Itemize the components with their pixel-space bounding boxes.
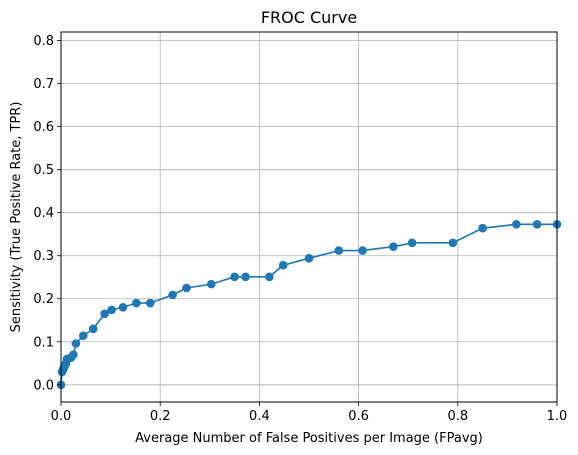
data-point	[448, 238, 458, 248]
data-point	[230, 272, 239, 282]
x-axis: 0.0 0.2 0.4 0.6 0.8 1.0	[51, 402, 568, 424]
data-point	[241, 272, 250, 282]
y-axis-label: Sensitivity (True Positive Rate, TPR)	[9, 102, 24, 333]
data-point	[478, 223, 487, 233]
x-tick-label: 0.4	[249, 409, 270, 424]
data-point	[168, 290, 177, 300]
y-tick-label: 0.6	[33, 120, 54, 135]
x-axis-label: Average Number of False Positives per Im…	[135, 431, 483, 446]
plot-frame	[60, 31, 558, 403]
data-point	[182, 283, 191, 293]
data-point	[358, 246, 367, 255]
y-tick-label: 0.3	[33, 249, 54, 264]
data-point	[389, 242, 398, 251]
y-tick-label: 0.7	[33, 77, 54, 92]
data-point	[334, 246, 344, 255]
data-point	[145, 298, 155, 308]
chart-title: FROC Curve	[261, 8, 357, 27]
data-point	[407, 238, 417, 248]
data-point	[132, 298, 141, 308]
x-tick-label: 0.2	[150, 409, 171, 424]
data-point	[265, 272, 274, 282]
x-tick-label: 1.0	[547, 409, 568, 424]
data-point	[206, 279, 216, 289]
data-point	[79, 331, 88, 341]
data-point	[71, 339, 81, 348]
y-tick-label: 0.4	[33, 206, 54, 221]
data-point	[107, 305, 116, 315]
y-tick-label: 0.0	[33, 378, 54, 393]
x-tick-label: 0.6	[348, 409, 369, 424]
y-tick-label: 0.5	[33, 163, 54, 178]
data-point	[512, 220, 521, 229]
data-point	[69, 350, 78, 359]
y-tick-label: 0.8	[33, 34, 54, 49]
data-point	[304, 253, 314, 263]
x-tick-label: 0.8	[447, 409, 468, 424]
y-tick-label: 0.2	[33, 292, 54, 307]
series-layer	[56, 220, 562, 390]
data-point	[88, 324, 98, 334]
y-tick-label: 0.1	[33, 335, 54, 350]
grid	[60, 32, 558, 402]
data-point	[278, 260, 288, 270]
data-point	[118, 303, 128, 312]
data-point	[532, 220, 542, 229]
x-tick-label: 0.0	[51, 409, 72, 424]
data-point	[100, 309, 109, 319]
y-axis: 0.0 0.1 0.2 0.3 0.4 0.5 0.6 0.7 0.8	[33, 34, 61, 393]
